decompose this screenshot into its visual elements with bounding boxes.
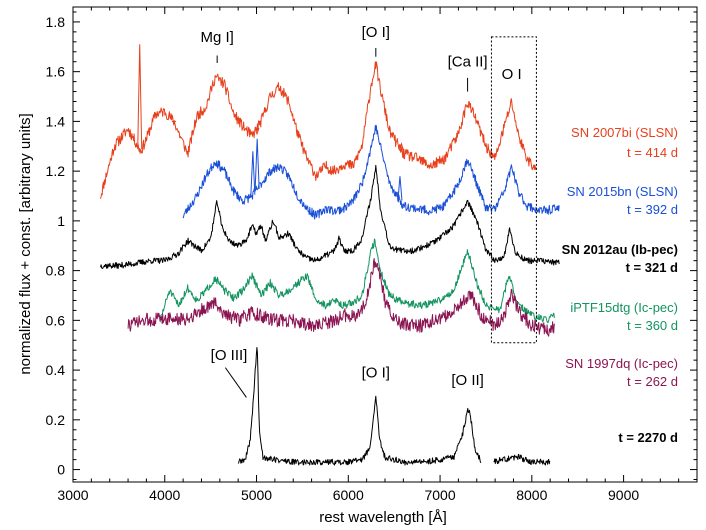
line-annotation-2: [Ca II] [448, 54, 488, 71]
series-labels-layer: SN 2007bi (SLSN) t = 414 d SN 2015bn (SLSN… [562, 125, 678, 445]
y-tick-label: 0 [57, 462, 65, 478]
series-label-age-1: t = 392 d [627, 202, 678, 217]
y-tick-label: 1.2 [46, 163, 66, 179]
y-tick-label: 1.8 [46, 14, 66, 30]
y-tick-label: 0.8 [46, 263, 66, 279]
series-line-1 [182, 124, 560, 220]
x-tick-label: 3000 [57, 487, 88, 503]
series-label-name-4: SN 1997dq (Ic-pec) [565, 356, 678, 371]
line-annotation-0: Mg I] [200, 29, 233, 46]
o-i-dashed-box [490, 36, 537, 344]
annotation-layer: Mg I] [O I] [Ca II] O I [O III] [O I] [O II] [200, 24, 537, 398]
series-spike-1 [397, 176, 403, 201]
y-tick-label: 1.4 [46, 113, 66, 129]
x-tick-label: 4000 [149, 487, 180, 503]
series-spike-1 [254, 138, 260, 189]
y-tick-label: 1.6 [46, 64, 66, 80]
series-label-age-4: t = 262 d [627, 374, 678, 389]
y-tick-label: 0.6 [46, 312, 66, 328]
series-line-0 [100, 61, 537, 199]
series-layer [100, 44, 560, 466]
axis-frame-layer: 3000 4000 5000 6000 7000 8000 9000 0 0.2 0.4 0.6 0.… [46, 6, 698, 503]
line-annotation-5: [O I] [362, 365, 390, 382]
line-annotation-3: O I [502, 66, 522, 83]
x-tick-label: 5000 [241, 487, 272, 503]
x-tick-label: 8000 [516, 487, 547, 503]
line-annotation-4: [O III] [211, 347, 248, 364]
series-label-age-5: t = 2270 d [618, 430, 678, 445]
series-spike-0 [137, 44, 143, 150]
series-spike-0 [254, 127, 260, 136]
series-line-5 [237, 347, 551, 466]
series-line-4 [127, 258, 556, 337]
series-spike-0 [399, 141, 404, 151]
series-label-name-0: SN 2007bi (SLSN) [571, 125, 678, 140]
line-annotation-1: [O I] [362, 24, 390, 41]
y-tick-label: 1 [57, 213, 65, 229]
y-axis-label: normalized flux + const. [arbitrary unit… [17, 113, 34, 374]
series-label-age-2: t = 321 d [626, 260, 678, 275]
series-label-name-2: SN 2012au (Ib-pec) [562, 242, 678, 257]
line-annotation-6: [O II] [451, 372, 484, 389]
series-label-age-0: t = 414 d [627, 145, 678, 160]
series-line-3 [159, 238, 555, 324]
series-label-name-1: SN 2015bn (SLSN) [567, 184, 678, 199]
series-label-age-3: t = 360 d [627, 318, 678, 333]
series-spike-1 [250, 151, 256, 195]
y-tick-label: 0.2 [46, 412, 66, 428]
x-tick-label: 7000 [424, 487, 455, 503]
series-line-2 [100, 164, 560, 269]
x-tick-label: 6000 [333, 487, 364, 503]
x-tick-label: 9000 [608, 487, 639, 503]
y-tick-label: 0.4 [46, 362, 66, 378]
o-iii-leader-line [224, 367, 247, 398]
x-axis-label: rest wavelength [Å] [319, 509, 447, 526]
series-label-name-3: iPTF15dtg (Ic-pec) [570, 300, 678, 315]
